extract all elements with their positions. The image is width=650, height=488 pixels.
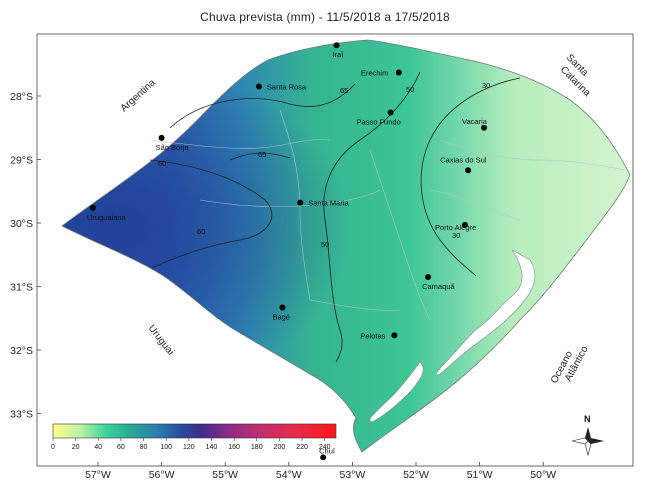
contour-label-65a: 65 xyxy=(340,86,348,95)
legend-tick-label: 40 xyxy=(94,444,102,451)
legend-tick-label: 100 xyxy=(160,444,172,451)
city-markers: Iraí Erechim Santa Rosa Passo Fundo Vacaria S… xyxy=(87,42,488,461)
legend-tick-label: 120 xyxy=(183,444,195,451)
legend-ticks: 0 20 40 60 80 100 120 140 160 180 200 220 240 xyxy=(51,438,331,451)
y-tick-label: 32°S xyxy=(10,345,33,357)
region-boundaries xyxy=(149,109,626,321)
isohyet-50 xyxy=(323,71,421,363)
legend-tick-label: 200 xyxy=(274,444,286,451)
city-marker xyxy=(255,83,262,90)
city-label: Pelotas xyxy=(360,331,385,340)
latitude-ticks: 28°S 29°S 30°S 31°S 32°S 33°S xyxy=(10,91,41,421)
x-tick-label: 53°W xyxy=(340,469,366,481)
contour-label-50b: 50 xyxy=(321,240,329,249)
lagoa-dos-patos xyxy=(435,249,536,376)
legend-colorbar xyxy=(52,423,337,439)
legend-tick-label: 240 xyxy=(319,444,331,451)
x-tick-label: 56°W xyxy=(149,469,175,481)
contour-label-30b: 30 xyxy=(452,231,460,240)
legend-tick-label: 60 xyxy=(117,444,125,451)
city-marker xyxy=(481,124,488,131)
city-label: Caxias do Sul xyxy=(440,155,487,164)
y-tick-label: 28°S xyxy=(10,91,33,103)
longitude-ticks: 57°W 56°W 55°W 54°W 53°W 52°W 51°W 50°W xyxy=(85,462,556,481)
legend-tick-label: 220 xyxy=(296,444,308,451)
x-tick-label: 50°W xyxy=(530,469,556,481)
x-tick-label: 52°W xyxy=(403,469,429,481)
city-label: Uruguaiana xyxy=(87,213,127,222)
city-marker xyxy=(461,221,468,228)
y-tick-label: 30°S xyxy=(10,218,33,230)
contour-label-60b: 60 xyxy=(197,227,205,236)
city-label: Porto Alegre xyxy=(435,223,476,232)
city-label: Chuí xyxy=(319,446,336,455)
color-legend: 0 20 40 60 80 100 120 140 160 180 200 220 240 xyxy=(51,423,337,451)
city-marker xyxy=(465,167,472,174)
legend-tick-label: 180 xyxy=(251,444,263,451)
city-marker xyxy=(279,304,286,311)
city-marker xyxy=(297,199,304,206)
city-marker xyxy=(158,134,165,141)
isohyet-65-north xyxy=(169,83,356,129)
x-tick-label: 51°W xyxy=(467,469,493,481)
lagoa-mirim xyxy=(369,361,424,423)
city-marker xyxy=(320,454,327,461)
north-label: N xyxy=(584,414,591,424)
city-label: São Borja xyxy=(156,143,190,152)
city-marker xyxy=(425,273,432,280)
city-label: Passo Fundo xyxy=(357,118,401,127)
legend-tick-label: 140 xyxy=(206,444,218,451)
city-label: Santa Rosa xyxy=(267,82,307,91)
isohyets xyxy=(149,71,521,363)
legend-tick-label: 0 xyxy=(51,444,55,451)
region-label-argentina: Argentina xyxy=(119,77,158,114)
city-label: Iraí xyxy=(333,50,345,59)
contour-label-50a: 50 xyxy=(406,85,414,94)
north-arrow-icon xyxy=(571,427,604,457)
x-tick-label: 55°W xyxy=(212,469,238,481)
x-tick-label: 54°W xyxy=(276,469,302,481)
map-frame xyxy=(36,33,634,467)
legend-tick-label: 160 xyxy=(228,444,240,451)
city-marker xyxy=(333,42,340,49)
contour-label-60a: 60 xyxy=(158,159,166,168)
city-label: Bagé xyxy=(272,312,290,321)
city-label: Camaquã xyxy=(422,282,455,291)
city-marker xyxy=(395,69,402,76)
city-label: Santa Maria xyxy=(308,199,349,208)
contour-label-30a: 30 xyxy=(482,81,490,90)
isohyet-65-mid xyxy=(229,152,291,161)
city-marker xyxy=(387,109,394,116)
city-marker xyxy=(89,204,96,211)
x-tick-label: 57°W xyxy=(85,469,111,481)
legend-tick-label: 80 xyxy=(140,444,148,451)
y-tick-label: 31°S xyxy=(10,282,33,294)
y-tick-label: 29°S xyxy=(10,155,33,167)
isohyet-60 xyxy=(149,159,273,269)
isohyet-30 xyxy=(420,77,521,277)
city-marker xyxy=(391,332,398,339)
map-title: Chuva prevista (mm) - 11/5/2018 a 17/5/2… xyxy=(200,10,450,24)
contour-label-65b: 65 xyxy=(258,150,266,159)
y-tick-label: 33°S xyxy=(10,409,33,421)
region-label-uruguai: Uruguai xyxy=(146,323,176,357)
city-label: Vacaria xyxy=(462,117,488,126)
city-label: Erechim xyxy=(361,69,389,78)
legend-tick-label: 20 xyxy=(72,444,80,451)
state-outline xyxy=(61,39,631,453)
